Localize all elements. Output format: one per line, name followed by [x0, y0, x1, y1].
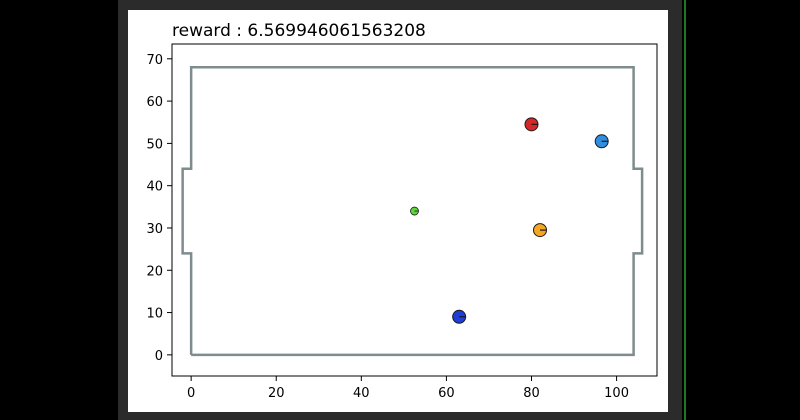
- y-axis: 0 10 20 30 40 50 60 70: [146, 53, 172, 364]
- soccer-field-plot: reward : 6.569946061563208 0 20 40 60 80 100 …: [146, 21, 658, 401]
- axes-frame: [171, 43, 658, 377]
- x-tick-label: 100: [604, 386, 629, 401]
- y-tick-label: 50: [146, 137, 163, 152]
- field-boundary: [181, 66, 644, 357]
- dark-blue-player: [452, 309, 467, 324]
- red-player: [524, 117, 539, 132]
- reward-title: reward : 6.569946061563208: [172, 21, 426, 41]
- y-tick-label: 70: [146, 53, 163, 68]
- x-tick-label: 60: [438, 386, 455, 401]
- y-tick-label: 20: [146, 264, 163, 279]
- y-tick-label: 30: [146, 222, 163, 237]
- x-tick-label: 0: [187, 386, 195, 401]
- x-tick-label: 80: [523, 386, 540, 401]
- figure-canvas: reward : 6.569946061563208 0 20 40 60 80 100 …: [128, 10, 668, 412]
- ball: [410, 206, 419, 216]
- y-tick-label: 60: [146, 95, 163, 110]
- entities-layer: [410, 117, 609, 324]
- y-tick-label: 0: [155, 349, 163, 364]
- light-blue-player: [594, 134, 609, 149]
- y-tick-label: 40: [146, 180, 163, 195]
- window-edge-strip: [684, 0, 686, 420]
- x-tick-label: 20: [268, 386, 285, 401]
- orange-player: [533, 223, 548, 238]
- x-axis: 0 20 40 60 80 100: [187, 376, 629, 401]
- y-tick-label: 10: [146, 307, 163, 322]
- x-tick-label: 40: [353, 386, 370, 401]
